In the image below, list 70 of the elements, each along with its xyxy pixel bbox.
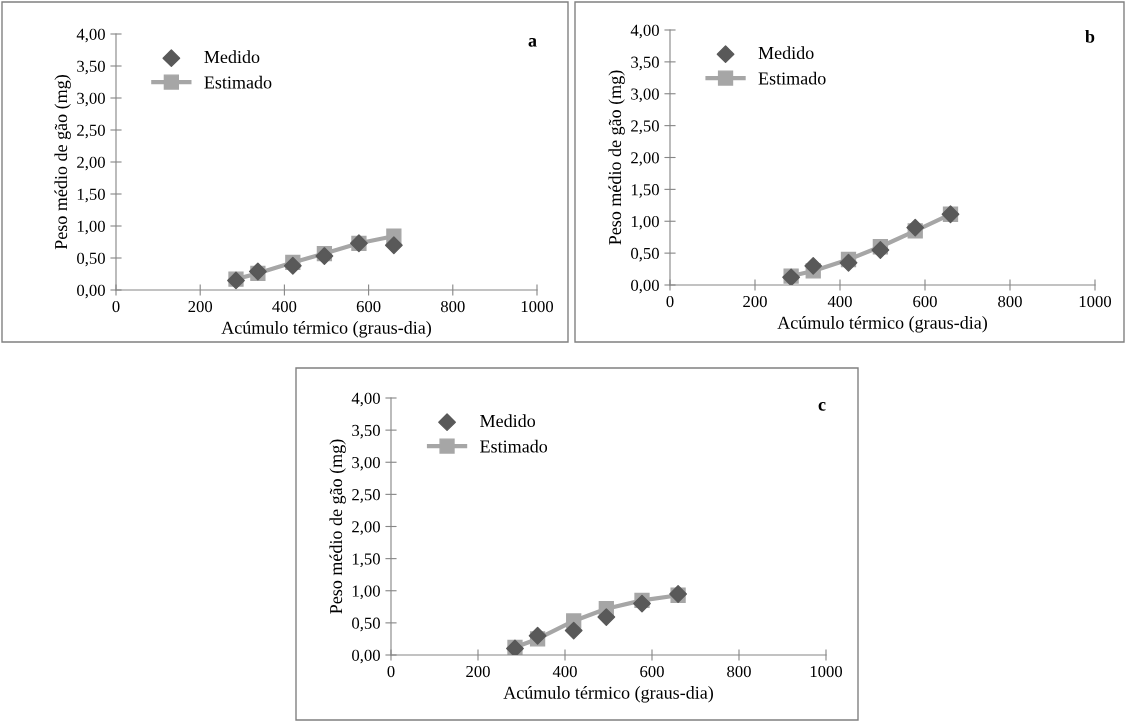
y-tick-label: 2,50 <box>631 120 659 134</box>
y-tick-label: 3,50 <box>352 424 380 439</box>
point <box>633 594 651 613</box>
point <box>384 236 403 255</box>
x-tick-label: 1000 <box>1079 295 1112 308</box>
y-tick-label: 0,00 <box>631 279 659 294</box>
y-tick-label: 3,50 <box>631 56 659 71</box>
x-tick-label: 600 <box>640 665 664 678</box>
x-tick-label: 0 <box>112 300 120 313</box>
y-tick-label: 0,50 <box>352 617 380 632</box>
x-tick-label: 200 <box>188 300 213 313</box>
legend-label: Medido <box>480 414 536 428</box>
x-tick-label: 800 <box>440 300 465 313</box>
y-tick-label: 3,00 <box>77 92 105 107</box>
y-axis-title: Peso médio de gão (mg) <box>329 439 346 614</box>
x-tick-label: 400 <box>272 300 297 313</box>
x-tick-label: 400 <box>552 665 577 678</box>
legend-label: Estimado <box>480 439 548 453</box>
y-tick-label: 0,00 <box>77 284 105 299</box>
y-axis-title: Peso médio de gão (mg) <box>608 70 625 245</box>
y-tick-label: 1,00 <box>352 585 380 600</box>
x-tick-label: 1000 <box>810 665 843 678</box>
point <box>839 253 858 272</box>
point <box>804 256 823 275</box>
legend-label: Estimado <box>204 75 272 89</box>
x-tick-label: 1000 <box>521 300 554 313</box>
y-tick-label: 1,50 <box>631 184 659 198</box>
x-tick-label: 400 <box>827 295 852 308</box>
y-axis-title: Peso médio de gão (mg) <box>54 75 71 250</box>
point <box>597 608 616 627</box>
y-tick-label: 3,50 <box>77 60 105 75</box>
x-tick-label: 800 <box>727 665 751 678</box>
x-tick-label: 800 <box>998 295 1022 308</box>
legend-label: Estimado <box>758 71 826 85</box>
x-tick-label: 600 <box>356 300 381 313</box>
chart-title: c <box>818 402 826 411</box>
y-tick-label: 4,00 <box>76 28 105 43</box>
x-axis-title: Acúmulo térmico (graus-dia) <box>221 321 431 338</box>
x-tick-label: 600 <box>913 295 937 308</box>
x-axis-title: Acúmulo térmico (graus-dia) <box>503 686 713 703</box>
point <box>871 241 890 259</box>
y-tick-label: 2,00 <box>352 521 380 535</box>
point <box>564 621 583 640</box>
y-tick-label: 0,00 <box>352 649 380 664</box>
point <box>283 256 302 275</box>
y-tick-label: 4,00 <box>351 392 380 407</box>
x-tick-label: 0 <box>387 665 395 678</box>
y-tick-label: 4,00 <box>630 24 659 39</box>
y-tick-label: 3,00 <box>352 456 380 471</box>
x-tick-label: 200 <box>466 665 490 678</box>
y-tick-label: 1,00 <box>631 215 659 230</box>
y-tick-label: 2,50 <box>77 124 105 139</box>
y-tick-label: 0,50 <box>631 247 659 262</box>
point <box>906 218 925 237</box>
point <box>528 626 547 645</box>
y-tick-label: 1,00 <box>77 220 105 235</box>
y-tick-label: 1,50 <box>77 188 105 203</box>
x-tick-label: 0 <box>666 295 674 308</box>
chart-title: b <box>1085 30 1095 43</box>
y-tick-label: 2,00 <box>77 156 105 171</box>
y-tick-label: 0,50 <box>77 252 105 267</box>
x-axis-title: Acúmulo térmico (graus-dia) <box>777 316 987 333</box>
x-tick-label: 200 <box>743 295 767 308</box>
chart-title: a <box>528 38 537 47</box>
y-tick-label: 1,50 <box>352 553 380 567</box>
legend-label: Medido <box>758 46 814 60</box>
legend-label: Medido <box>204 50 260 64</box>
y-tick-label: 3,00 <box>631 88 659 103</box>
y-tick-label: 2,50 <box>352 489 380 503</box>
y-tick-label: 2,00 <box>631 152 659 166</box>
